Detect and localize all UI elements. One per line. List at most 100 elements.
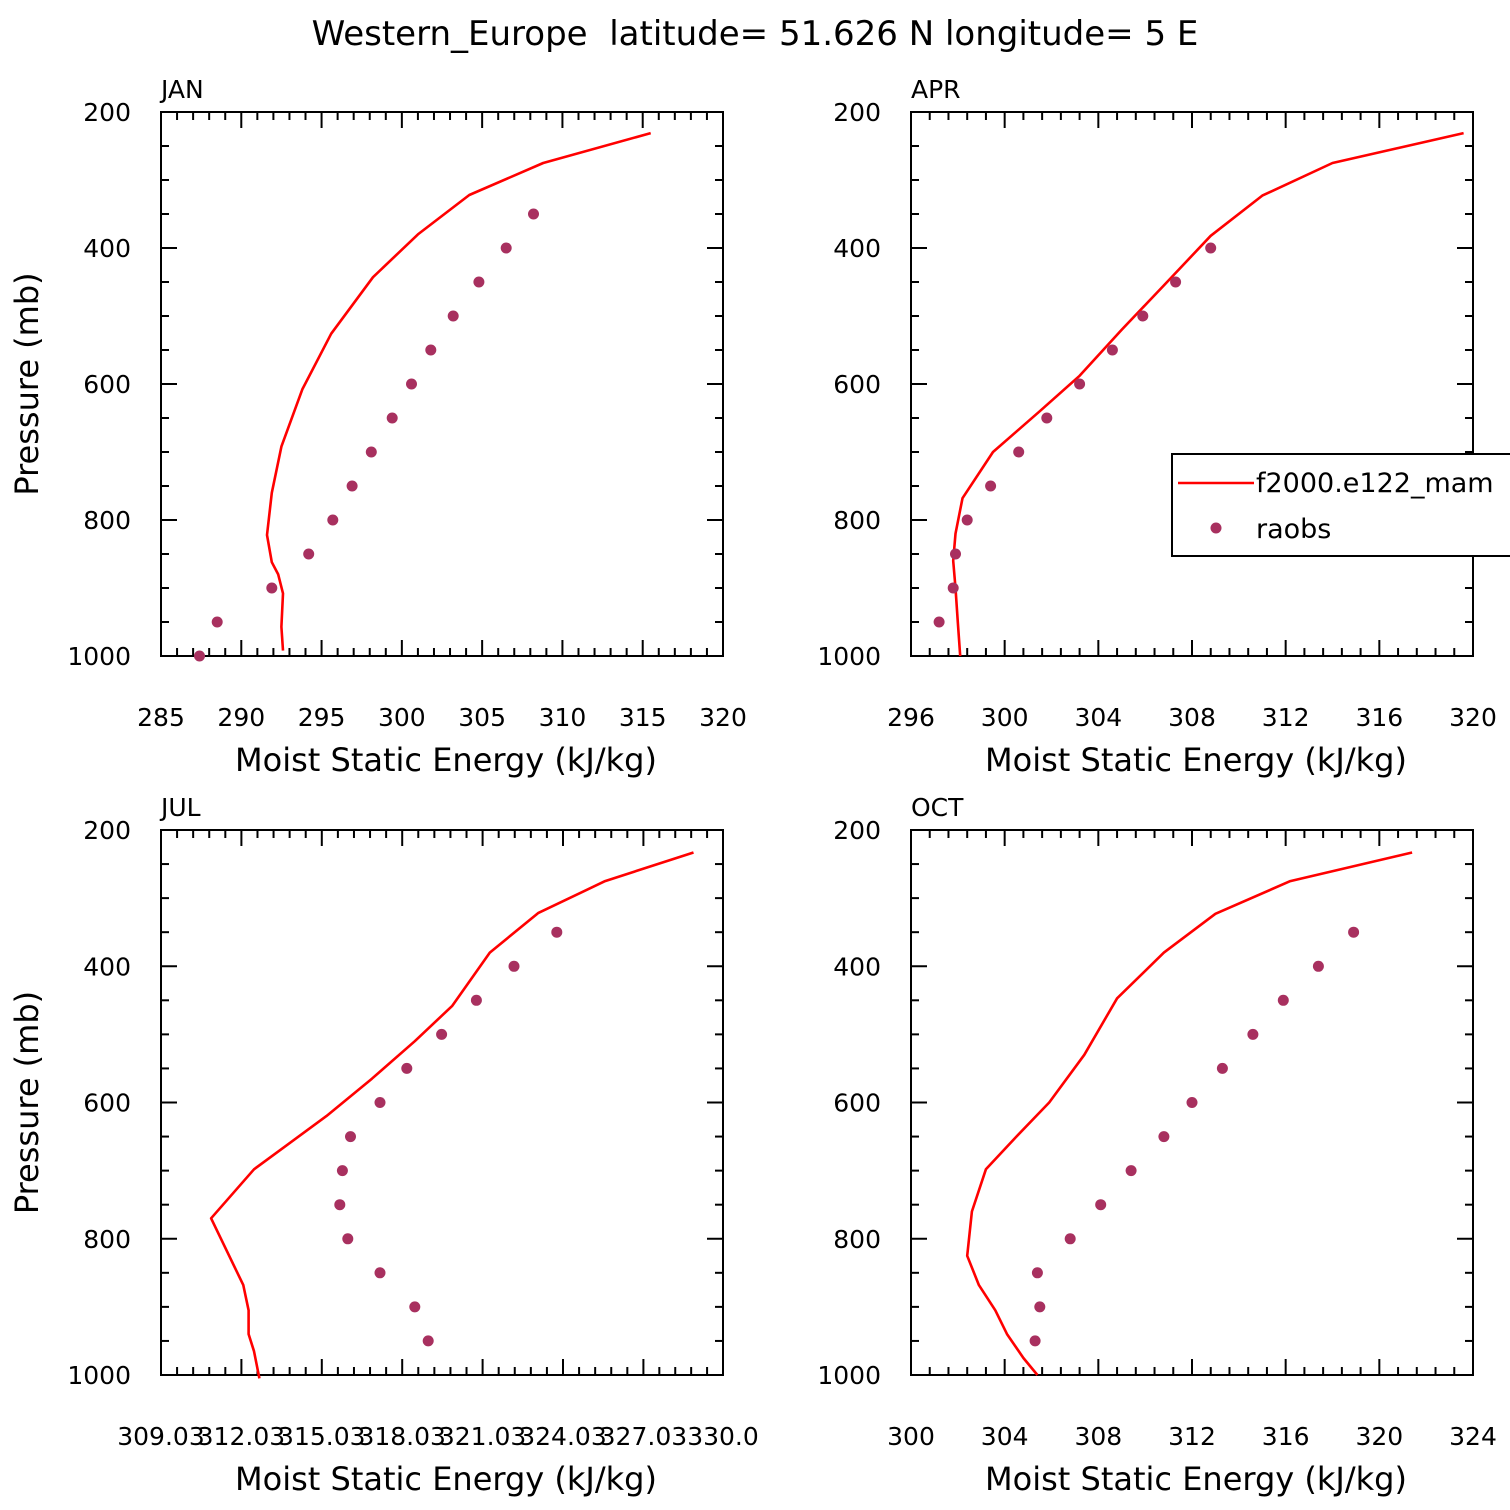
obs-point	[947, 582, 959, 594]
y-tick-label: 1000	[817, 1361, 881, 1390]
obs-point	[266, 582, 278, 594]
legend-entry-obs: raobs	[1256, 514, 1331, 545]
panels: 200 400 600 800 1000 285 290 295 300 305 310 315 320…	[8, 75, 1497, 1498]
obs-point	[211, 616, 223, 628]
x-tick-label: 312	[1262, 703, 1310, 732]
x-tick-label: 330.0	[687, 1422, 759, 1451]
x-tick-label: 316	[1355, 703, 1403, 732]
y-tick-label: 400	[83, 234, 131, 263]
y-tick-label: 200	[83, 98, 131, 127]
x-axis-title: Moist Static Energy (kJ/kg)	[985, 741, 1407, 779]
x-axis-title: Moist Static Energy (kJ/kg)	[235, 741, 657, 779]
x-tick-label: 300	[378, 703, 426, 732]
y-tick-label: 200	[833, 816, 881, 845]
panel-jan: 200 400 600 800 1000 285 290 295 300 305 310 315 320…	[8, 75, 747, 779]
obs-point	[1277, 994, 1289, 1006]
obs-point	[1041, 412, 1053, 424]
legend-box	[1171, 453, 1510, 557]
obs-point	[425, 344, 437, 356]
obs-point	[985, 480, 997, 492]
series-line-model	[265, 131, 652, 651]
obs-point	[1205, 242, 1217, 254]
y-tick-label: 200	[833, 98, 881, 127]
obs-point	[374, 1097, 386, 1108]
obs-point	[961, 514, 973, 526]
obs-point	[409, 1301, 421, 1313]
x-tick-label: 290	[217, 703, 265, 732]
obs-point	[422, 1335, 434, 1347]
x-tick-label: 310	[539, 703, 587, 732]
y-tick-label: 400	[833, 952, 881, 981]
plot-frame	[910, 111, 1474, 657]
panel-apr: 200 400 600 800 1000 296 300 304 308 312 316 320 APR…	[817, 75, 1496, 779]
obs-point	[1312, 960, 1324, 972]
obs-point	[473, 276, 485, 288]
x-tick-label: 324.03	[519, 1422, 606, 1451]
obs-point	[1247, 1028, 1259, 1040]
obs-point	[1064, 1233, 1076, 1245]
x-tick-label: 315	[619, 703, 667, 732]
panel-month-label: JAN	[159, 75, 204, 104]
obs-point	[1106, 344, 1118, 356]
panel-month-label: APR	[911, 75, 961, 104]
x-tick-label: 308	[1074, 1422, 1122, 1451]
obs-point	[1348, 926, 1360, 938]
obs-point	[1034, 1301, 1046, 1313]
obs-point	[345, 1131, 356, 1143]
legend-entry-model: f2000.e122_mam	[1256, 468, 1494, 499]
y-tick-label: 200	[83, 816, 131, 845]
plot-frame	[160, 111, 724, 657]
obs-point	[336, 1165, 348, 1177]
obs-point	[1158, 1131, 1170, 1143]
x-tick-label: 300	[981, 703, 1029, 732]
x-tick-label: 316	[1262, 1422, 1310, 1451]
x-tick-label: 321.03	[439, 1422, 526, 1451]
obs-point	[508, 960, 520, 972]
obs-point	[1095, 1199, 1107, 1211]
x-tick-label: 308	[1168, 703, 1216, 732]
series-line-model	[965, 851, 1413, 1376]
legend-marker-swatch	[1210, 522, 1222, 534]
x-tick-label: 312.03	[198, 1422, 285, 1451]
obs-point	[334, 1199, 346, 1211]
y-tick-label: 600	[83, 1089, 131, 1118]
panel-month-label: OCT	[911, 793, 964, 822]
y-tick-label: 600	[83, 370, 131, 399]
x-tick-label: 312	[1168, 1422, 1216, 1451]
panel-oct: 200 400 600 800 1000 300 304 308 312 316 320 324 OCT…	[817, 793, 1496, 1498]
panel-jul: 200 400 600 800 1000 309.03312.03315.03318.03…	[8, 793, 759, 1498]
obs-point	[436, 1028, 448, 1040]
obs-point	[1029, 1335, 1041, 1347]
obs-point	[933, 616, 945, 628]
x-axis-title: Moist Static Energy (kJ/kg)	[985, 1460, 1407, 1498]
x-tick-label: 285	[137, 703, 185, 732]
y-tick-label: 1000	[67, 642, 131, 671]
obs-point	[1013, 446, 1025, 458]
series-line-model	[951, 131, 1464, 657]
obs-point	[365, 446, 377, 458]
figure-title: Western_Europe latitude= 51.626 N longit…	[312, 14, 1199, 54]
x-tick-label: 296	[887, 703, 935, 732]
x-tick-label: 305	[458, 703, 506, 732]
series-line-model	[209, 851, 694, 1379]
x-tick-label: 320	[699, 703, 747, 732]
y-tick-label: 800	[83, 1225, 131, 1254]
obs-point	[470, 994, 482, 1006]
obs-point	[1186, 1097, 1198, 1108]
x-tick-label: 295	[298, 703, 346, 732]
obs-point	[386, 412, 398, 424]
y-tick-label: 800	[833, 506, 881, 535]
obs-point	[1216, 1062, 1228, 1074]
obs-point	[406, 378, 417, 390]
x-axis-title: Moist Static Energy (kJ/kg)	[235, 1460, 657, 1498]
obs-point	[1137, 310, 1149, 322]
obs-point	[1074, 378, 1086, 390]
obs-point	[500, 242, 512, 254]
obs-point	[327, 514, 339, 526]
y-axis-title: Pressure (mb)	[8, 991, 46, 1214]
obs-point	[303, 548, 315, 560]
obs-point	[194, 650, 205, 662]
x-tick-label: 309.03	[117, 1422, 204, 1451]
obs-point	[551, 926, 563, 938]
